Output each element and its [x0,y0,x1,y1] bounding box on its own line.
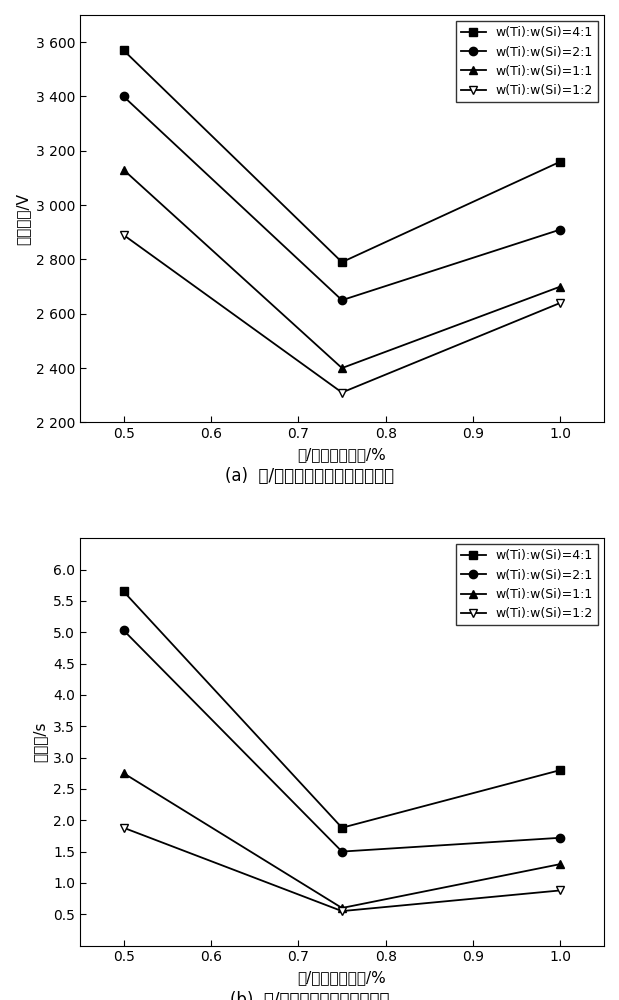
Line: w(Ti):w(Si)=2:1: w(Ti):w(Si)=2:1 [119,92,565,304]
w(Ti):w(Si)=2:1 [120,624,128,636]
w(Ti):w(Si)=1:2 [338,387,345,399]
w(Ti):w(Si)=1:1 [338,362,345,374]
w(Ti):w(Si)=2:1 [338,294,345,306]
Line: w(Ti):w(Si)=4:1: w(Ti):w(Si)=4:1 [119,587,565,832]
Text: (b)  钛/硅总含量与半衰期的关系: (b) 钛/硅总含量与半衰期的关系 [230,991,389,1000]
X-axis label: 钛/硅总质量分数/%: 钛/硅总质量分数/% [298,970,386,985]
w(Ti):w(Si)=1:1 [120,767,128,779]
w(Ti):w(Si)=4:1 [556,764,564,776]
Line: w(Ti):w(Si)=2:1: w(Ti):w(Si)=2:1 [119,626,565,856]
w(Ti):w(Si)=2:1 [556,224,564,236]
Line: w(Ti):w(Si)=1:2: w(Ti):w(Si)=1:2 [119,231,565,397]
w(Ti):w(Si)=1:2 [120,822,128,834]
w(Ti):w(Si)=2:1 [120,90,128,102]
w(Ti):w(Si)=2:1 [338,846,345,858]
Text: (a)  钛/硅总含量与峰值电压的关系: (a) 钛/硅总含量与峰值电压的关系 [225,467,394,485]
Line: w(Ti):w(Si)=1:2: w(Ti):w(Si)=1:2 [119,824,565,915]
w(Ti):w(Si)=4:1 [120,44,128,56]
w(Ti):w(Si)=1:2 [556,297,564,309]
w(Ti):w(Si)=1:2 [120,229,128,241]
w(Ti):w(Si)=4:1 [338,822,345,834]
Line: w(Ti):w(Si)=1:1: w(Ti):w(Si)=1:1 [119,166,565,372]
w(Ti):w(Si)=1:1 [338,902,345,914]
w(Ti):w(Si)=4:1 [556,156,564,168]
Legend: w(Ti):w(Si)=4:1, w(Ti):w(Si)=2:1, w(Ti):w(Si)=1:1, w(Ti):w(Si)=1:2: w(Ti):w(Si)=4:1, w(Ti):w(Si)=2:1, w(Ti):… [456,544,598,625]
Y-axis label: 半衰期/s: 半衰期/s [33,722,48,762]
X-axis label: 钛/硅总质量分数/%: 钛/硅总质量分数/% [298,447,386,462]
Y-axis label: 峰值电压/V: 峰值电压/V [15,193,30,245]
w(Ti):w(Si)=1:1 [556,858,564,870]
w(Ti):w(Si)=4:1 [120,585,128,597]
w(Ti):w(Si)=2:1 [556,832,564,844]
w(Ti):w(Si)=1:1 [556,281,564,293]
w(Ti):w(Si)=4:1 [338,256,345,268]
w(Ti):w(Si)=1:1 [120,164,128,176]
w(Ti):w(Si)=1:2 [338,905,345,917]
Line: w(Ti):w(Si)=4:1: w(Ti):w(Si)=4:1 [119,46,565,266]
Legend: w(Ti):w(Si)=4:1, w(Ti):w(Si)=2:1, w(Ti):w(Si)=1:1, w(Ti):w(Si)=1:2: w(Ti):w(Si)=4:1, w(Ti):w(Si)=2:1, w(Ti):… [456,21,598,102]
Line: w(Ti):w(Si)=1:1: w(Ti):w(Si)=1:1 [119,769,565,912]
w(Ti):w(Si)=1:2 [556,884,564,896]
